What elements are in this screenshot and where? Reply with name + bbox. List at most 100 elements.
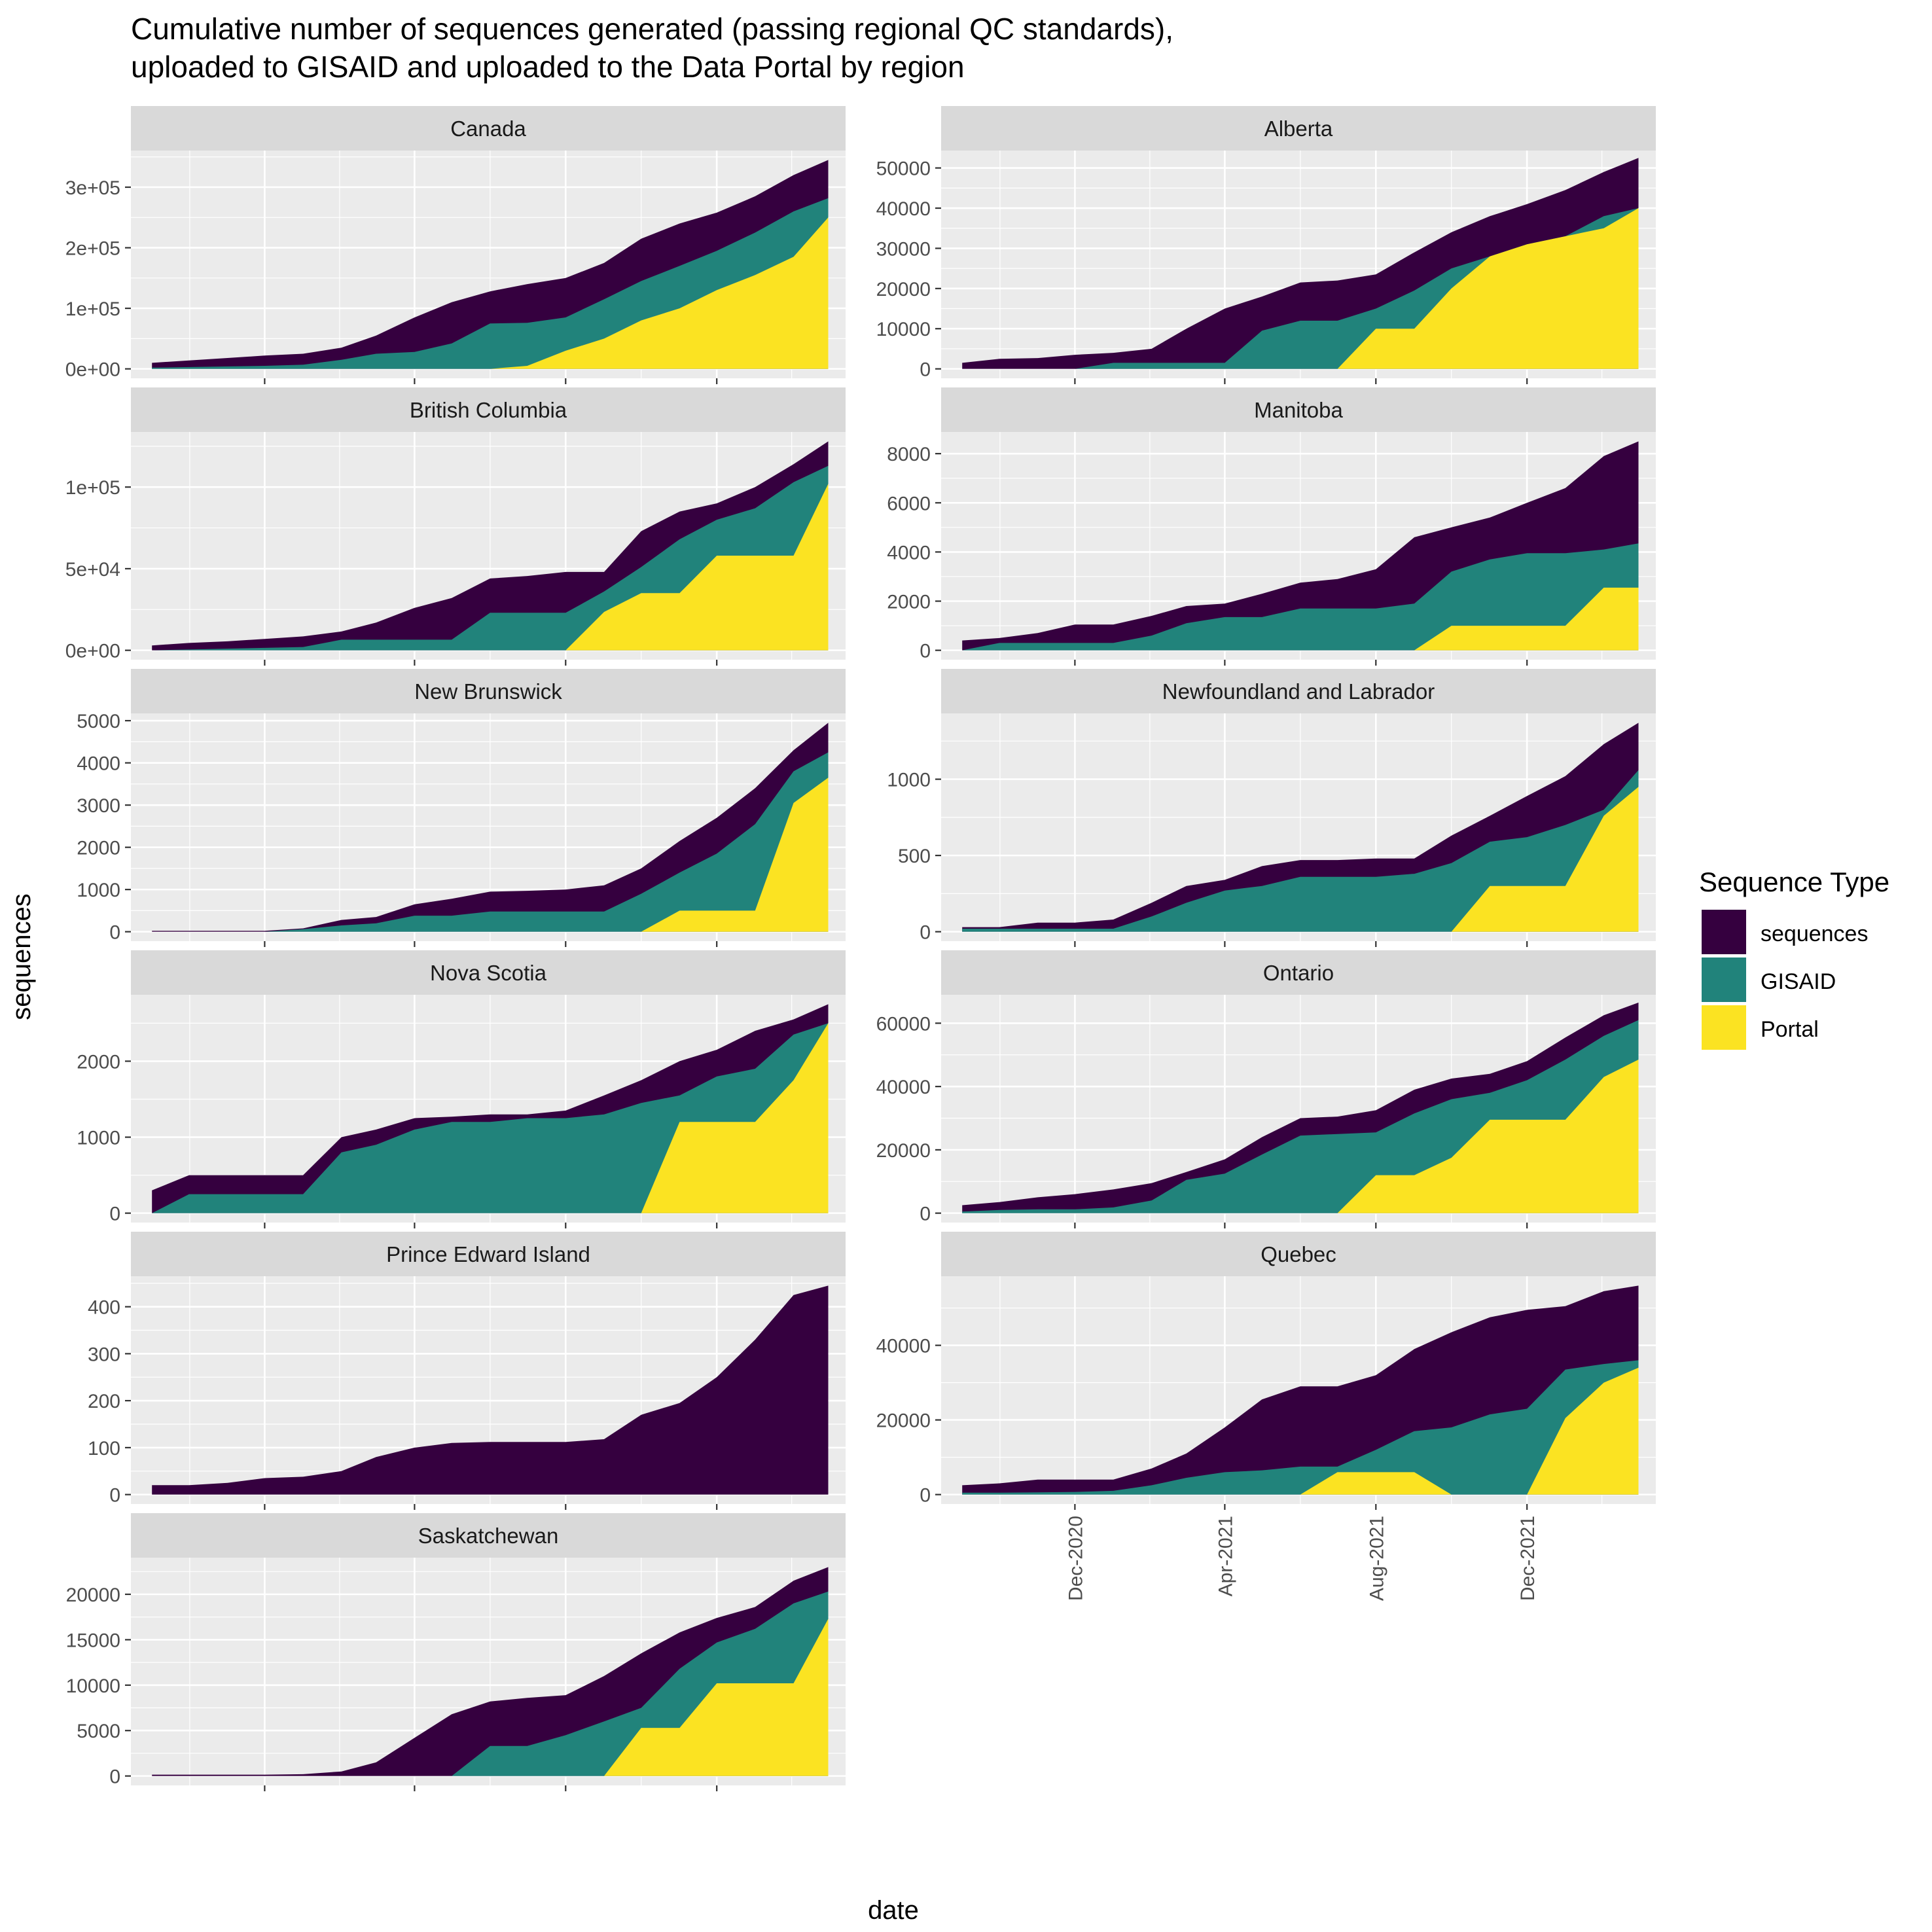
y-tick-label: 1e+05 bbox=[65, 298, 120, 320]
area-portal-manitoba bbox=[962, 587, 1639, 651]
y-tick-label: 5000 bbox=[77, 711, 120, 732]
panel-title-british-columbia: British Columbia bbox=[410, 398, 567, 422]
y-tick-label: 0 bbox=[920, 641, 931, 662]
area-gisaid-newfoundland-and-labrador bbox=[962, 770, 1639, 932]
y-tick-label: 0 bbox=[920, 359, 931, 381]
panel-strip-saskatchewan bbox=[131, 1513, 846, 1558]
panel-title-newfoundland-and-labrador: Newfoundland and Labrador bbox=[1162, 679, 1435, 704]
y-tick-label: 1000 bbox=[887, 770, 931, 791]
panel-title-prince-edward-island: Prince Edward Island bbox=[386, 1242, 590, 1266]
panel-alberta: Alberta 0 10000 20000 30000 40000 50000 bbox=[876, 106, 1656, 384]
panel-british-columbia: British Columbia 0e+00 5e+04 1e+05 bbox=[65, 387, 846, 666]
y-tick-label: 20000 bbox=[876, 279, 931, 300]
y-tick-label: 10000 bbox=[876, 319, 931, 340]
y-tick-label: 40000 bbox=[876, 198, 931, 220]
y-tick-label: 4000 bbox=[77, 753, 120, 775]
panel-strip-ontario bbox=[941, 950, 1656, 995]
panel-title-ontario: Ontario bbox=[1263, 961, 1334, 985]
panel-nova-scotia: Nova Scotia 0 1000 2000 bbox=[77, 950, 846, 1228]
panel-prince-edward-island: Prince Edward Island 0 100 200 300 400 bbox=[88, 1232, 846, 1510]
area-sequences-prince-edward-island bbox=[152, 1285, 829, 1495]
panel-strip-alberta bbox=[941, 106, 1656, 151]
panel-strip-nova-scotia bbox=[131, 950, 846, 995]
y-tick-label: 50000 bbox=[876, 158, 931, 180]
area-portal-ontario bbox=[962, 1060, 1639, 1213]
area-sequences-new-brunswick bbox=[152, 723, 829, 932]
legend-label-sequences: sequences bbox=[1761, 921, 1868, 946]
y-tick-label: 0 bbox=[109, 1766, 120, 1788]
y-tick-label: 1000 bbox=[77, 880, 120, 901]
y-tick-label: 20000 bbox=[876, 1410, 931, 1432]
y-tick-label: 6000 bbox=[887, 493, 931, 514]
y-tick-label: 40000 bbox=[876, 1336, 931, 1357]
y-tick-label: 10000 bbox=[66, 1675, 120, 1697]
y-tick-label: 300 bbox=[88, 1344, 120, 1365]
panel-new-brunswick: New Brunswick 0 1000 2000 3000 4000 5000 bbox=[77, 669, 846, 947]
y-tick-label: 2000 bbox=[77, 1051, 120, 1073]
y-tick-label: 30000 bbox=[876, 238, 931, 260]
panel-ontario: Ontario 0 20000 40000 60000 bbox=[876, 950, 1656, 1228]
area-portal-nova-scotia bbox=[152, 1023, 829, 1213]
y-tick-label: 2000 bbox=[77, 838, 120, 859]
y-tick-label: 500 bbox=[898, 846, 931, 867]
y-tick-label: 20000 bbox=[876, 1140, 931, 1162]
panel-canada: Canada 0e+00 1e+05 2e+05 3e+05 bbox=[65, 106, 846, 384]
area-gisaid-quebec bbox=[962, 1360, 1639, 1495]
area-portal-canada bbox=[152, 217, 829, 369]
y-tick-label: 1e+05 bbox=[65, 477, 120, 499]
panel-strip-newfoundland-and-labrador bbox=[941, 669, 1656, 713]
facet-panels: Canada0e+001e+052e+053e+05Alberta0100002… bbox=[65, 106, 1656, 1791]
panel-title-alberta: Alberta bbox=[1264, 116, 1333, 141]
y-tick-label: 8000 bbox=[887, 444, 931, 465]
panel-quebec: Quebec 0 20000 40000 Dec-2020 Apr-2021 Aug-202… bbox=[876, 1232, 1656, 1601]
legend-key-sequences bbox=[1702, 910, 1746, 954]
panel-manitoba: Manitoba 0 2000 4000 6000 8000 bbox=[887, 387, 1656, 666]
y-tick-label: 5e+04 bbox=[65, 559, 120, 581]
area-portal-alberta bbox=[962, 208, 1639, 369]
legend-title: Sequence Type bbox=[1699, 867, 1889, 897]
y-tick-label: 20000 bbox=[66, 1584, 120, 1606]
panel-strip-british-columbia bbox=[131, 387, 846, 432]
legend-key-portal bbox=[1702, 1005, 1746, 1050]
y-tick-label: 0 bbox=[920, 1485, 931, 1507]
y-tick-label: 0 bbox=[109, 922, 120, 944]
area-portal-quebec bbox=[962, 1367, 1639, 1495]
area-portal-saskatchewan bbox=[152, 1619, 829, 1776]
y-axis-label: sequences bbox=[7, 893, 36, 1020]
panel-strip-new-brunswick bbox=[131, 669, 846, 713]
panel-saskatchewan: Saskatchewan 0 5000 10000 15000 20000 bbox=[66, 1513, 846, 1791]
y-tick-label: 0 bbox=[109, 1204, 120, 1225]
area-gisaid-new-brunswick bbox=[152, 752, 829, 932]
y-tick-label: 200 bbox=[88, 1391, 120, 1412]
legend: Sequence Type sequences GISAID Portal bbox=[1699, 867, 1889, 1050]
panel-title-manitoba: Manitoba bbox=[1254, 398, 1343, 422]
panel-title-nova-scotia: Nova Scotia bbox=[430, 961, 547, 985]
panel-title-quebec: Quebec bbox=[1261, 1242, 1336, 1266]
y-tick-label: 5000 bbox=[77, 1721, 120, 1742]
y-tick-label: 4000 bbox=[887, 542, 931, 564]
area-portal-new-brunswick bbox=[152, 778, 829, 932]
y-tick-label: 0 bbox=[920, 922, 931, 944]
panel-title-new-brunswick: New Brunswick bbox=[414, 679, 562, 704]
y-tick-label: 0e+00 bbox=[65, 359, 120, 381]
y-tick-label: 100 bbox=[88, 1438, 120, 1459]
area-portal-newfoundland-and-labrador bbox=[962, 787, 1639, 932]
chart-title-line-2: uploaded to GISAID and uploaded to the D… bbox=[131, 50, 965, 84]
x-tick-label: Apr-2021 bbox=[1215, 1516, 1236, 1596]
panel-newfoundland-and-labrador: Newfoundland and Labrador 0 500 1000 bbox=[887, 669, 1656, 947]
y-tick-label: 0e+00 bbox=[65, 641, 120, 662]
panel-strip-quebec bbox=[941, 1232, 1656, 1276]
legend-label-portal: Portal bbox=[1761, 1017, 1819, 1042]
x-tick-label: Dec-2020 bbox=[1065, 1516, 1086, 1601]
y-tick-label: 2000 bbox=[887, 592, 931, 613]
y-tick-label: 2e+05 bbox=[65, 238, 120, 260]
legend-label-gisaid: GISAID bbox=[1761, 969, 1836, 994]
y-tick-label: 1000 bbox=[77, 1128, 120, 1149]
y-tick-label: 60000 bbox=[876, 1013, 931, 1035]
x-axis-label: date bbox=[868, 1896, 919, 1925]
y-tick-label: 15000 bbox=[66, 1630, 120, 1651]
panel-strip-canada bbox=[131, 106, 846, 151]
y-tick-label: 0 bbox=[920, 1204, 931, 1225]
y-tick-label: 400 bbox=[88, 1297, 120, 1319]
